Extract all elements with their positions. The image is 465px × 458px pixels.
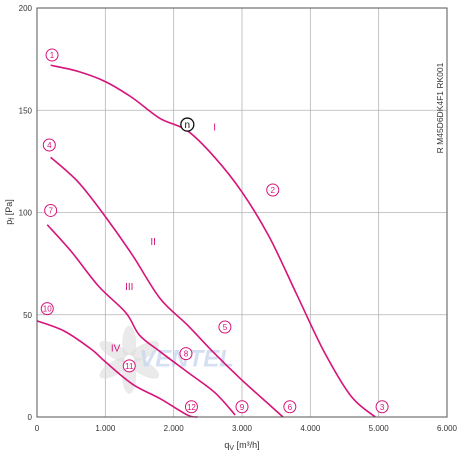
x-tick-label: 3.000	[232, 424, 253, 433]
operating-point-label: 8	[184, 350, 189, 359]
operating-point-marker	[184, 400, 198, 414]
watermark-blade	[127, 340, 160, 363]
operating-point-label: 10	[43, 305, 52, 314]
y-tick-label: 50	[23, 311, 32, 320]
model-code-label: R M45D6DK4F1 RK001	[435, 62, 445, 153]
operating-point-marker	[235, 400, 249, 414]
curve-label-II: II	[150, 237, 156, 248]
operating-point-marker	[40, 302, 54, 316]
curve-label-III: III	[125, 282, 133, 293]
operating-point-marker	[266, 183, 280, 197]
operating-point-label: 4	[47, 141, 52, 150]
operating-point-label: 2	[271, 186, 276, 195]
operating-point-label: 12	[187, 403, 196, 412]
operating-point-label: 6	[288, 403, 293, 412]
watermark-blade	[127, 356, 160, 379]
x-tick-label: 1.000	[95, 424, 116, 433]
curve-IV	[36, 320, 198, 418]
x-tick-label: 5.000	[369, 424, 390, 433]
curve-label-IV: IV	[111, 344, 121, 355]
y-tick-label: 100	[19, 209, 33, 218]
watermark-blade	[99, 340, 132, 363]
operating-point-label: 7	[48, 206, 53, 215]
y-tick-label: 200	[19, 4, 33, 13]
grid-layer	[37, 8, 447, 417]
watermark: VENTEL	[99, 325, 234, 394]
y-axis-label: pf [Pa]	[4, 199, 16, 224]
curve-II	[50, 156, 284, 418]
y-tick-label: 150	[19, 106, 33, 115]
operating-point-marker	[375, 400, 389, 414]
operating-point-marker	[218, 320, 232, 334]
nominal-point-label: n	[185, 120, 191, 131]
operating-point-label: 1	[50, 51, 55, 60]
plot-frame	[36, 7, 448, 418]
curve-I	[50, 64, 376, 418]
operating-point-marker	[45, 48, 59, 62]
operating-point-label: 3	[380, 403, 385, 412]
operating-point-marker	[179, 347, 193, 361]
x-tick-label: 2.000	[164, 424, 185, 433]
operating-point-marker	[42, 138, 56, 152]
watermark-blade	[99, 356, 132, 379]
x-tick-label: 0	[35, 424, 40, 433]
operating-point-marker	[283, 400, 297, 414]
operating-point-label: 11	[125, 362, 134, 371]
operating-point-label: 5	[223, 323, 228, 332]
operating-point-marker	[122, 359, 136, 373]
x-axis-label: qV [m³/h]	[224, 440, 259, 452]
curve-III	[46, 224, 236, 416]
y-tick-label: 0	[28, 413, 33, 422]
operating-point-marker	[44, 203, 58, 217]
curve-label-I: I	[213, 123, 216, 134]
x-tick-label: 6.000	[437, 424, 458, 433]
x-tick-label: 4.000	[300, 424, 321, 433]
operating-point-label: 9	[240, 403, 245, 412]
nominal-point-marker	[180, 117, 195, 132]
tick-layer: 0 1.000 2.000 3.000 4.000 5.000 6.000 0 50 100 150…	[19, 4, 458, 433]
